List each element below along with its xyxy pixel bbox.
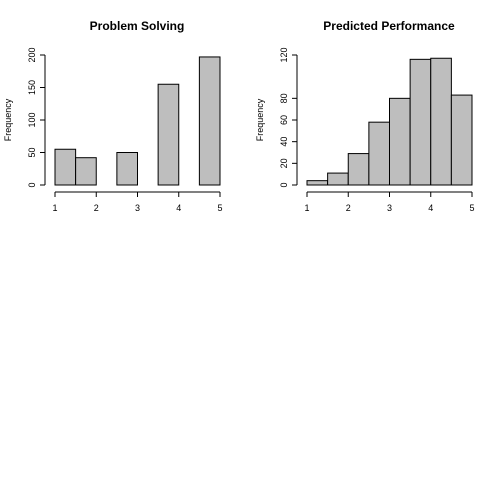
x-tick-label: 3 [135,203,140,213]
histogram-bar [198,56,221,186]
x-tick-label: 5 [469,203,474,213]
histogram-bar [450,94,473,186]
chart-title: Problem Solving [90,19,185,33]
histogram-bar [368,121,390,186]
histogram-bar [409,58,432,186]
predicted-performance-histogram: Predicted Performance Frequency 1 2 3 4 5 0 20… [255,19,475,213]
y-tick-label: 20 [279,158,289,168]
y-tick-label: 0 [27,182,37,187]
y-tick-label: 80 [279,93,289,103]
y-tick-label: 150 [27,80,37,95]
histogram-bar [347,153,370,186]
x-tick-label: 3 [387,203,392,213]
y-tick-label: 60 [279,115,289,125]
x-tick-label: 4 [176,203,181,213]
histogram-bar [430,57,452,186]
histogram-bar [157,83,180,186]
x-tick-label: 1 [52,203,57,213]
y-tick-label: 200 [27,47,37,62]
y-axis-title: Frequency [3,98,13,141]
problem-solving-histogram: Problem Solving Frequency 1 2 3 4 5050100150… [3,19,223,213]
x-tick-label: 2 [94,203,99,213]
chart-title: Predicted Performance [323,19,455,33]
histogram-bar [54,148,77,186]
y-axis-title: Frequency [255,98,265,141]
histogram-bar [116,152,138,186]
y-tick-label: 0 [279,182,289,187]
y-tick-label: 50 [27,147,37,157]
x-tick-label: 5 [217,203,222,213]
y-tick-label: 120 [279,47,289,62]
histogram-bar [389,97,411,186]
histogram-bar [75,157,97,186]
x-tick-label: 1 [304,203,309,213]
histogram-bar [306,180,329,186]
x-tick-label: 2 [346,203,351,213]
y-tick-label: 40 [279,137,289,147]
x-tick-label: 4 [428,203,433,213]
y-tick-label: 100 [27,112,37,127]
histogram-bar [327,172,349,186]
